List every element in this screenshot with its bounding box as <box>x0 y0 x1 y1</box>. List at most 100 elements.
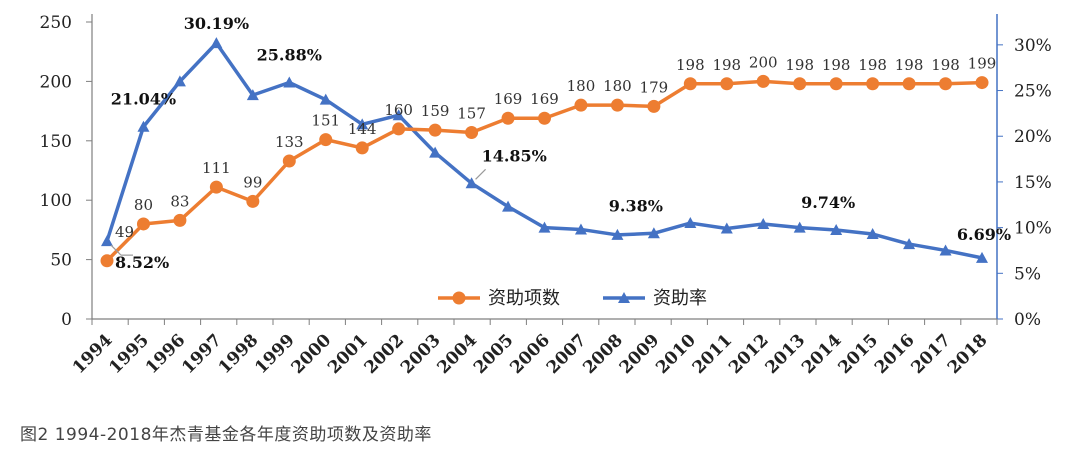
count-data-label: 198 <box>895 56 924 74</box>
x-tick-label: 2011 <box>689 330 737 378</box>
count-data-label: 198 <box>676 56 705 74</box>
x-tick-label: 1996 <box>142 330 190 378</box>
rate-point <box>210 37 223 49</box>
count-data-label: 180 <box>567 77 596 95</box>
x-tick-label: 2017 <box>907 330 955 378</box>
count-data-label: 198 <box>785 56 814 74</box>
count-point <box>975 76 989 90</box>
count-point <box>647 99 661 113</box>
x-tick-label: 2006 <box>506 330 554 378</box>
count-point <box>610 98 624 112</box>
rate-point <box>538 221 551 233</box>
rate-data-label: 21.04% <box>111 90 176 109</box>
count-data-label: 151 <box>311 112 340 130</box>
y-right-tick-label: 30% <box>1014 36 1052 56</box>
rate-point <box>793 221 806 233</box>
y-right-tick-label: 5% <box>1014 264 1041 284</box>
count-data-label: 180 <box>603 77 632 95</box>
count-point <box>100 254 114 268</box>
count-data-label: 169 <box>494 90 523 108</box>
rate-point <box>976 251 988 263</box>
count-point <box>246 194 260 208</box>
count-point <box>136 217 150 231</box>
y-left-tick-label: 100 <box>40 191 72 211</box>
count-point <box>902 77 916 91</box>
rate-data-label: 25.88% <box>257 45 322 64</box>
chart: 0501001502002500%5%10%15%20%25%30%199419… <box>40 13 1052 378</box>
rate-label-leader <box>475 168 487 180</box>
rate-data-label: 9.38% <box>609 196 663 215</box>
count-point <box>720 77 734 91</box>
legend-label-rate: 资助率 <box>653 288 707 309</box>
rate-point <box>246 89 259 101</box>
x-tick-label: 2005 <box>470 330 518 378</box>
count-data-label: 111 <box>202 159 231 177</box>
x-tick-label: 2012 <box>725 330 773 378</box>
x-tick-label: 1994 <box>69 330 117 378</box>
y-right-tick-label: 10% <box>1014 219 1052 239</box>
y-right-tick-label: 15% <box>1014 173 1052 193</box>
x-tick-label: 2004 <box>434 330 482 378</box>
count-point <box>793 77 807 91</box>
rate-point <box>319 93 332 105</box>
legend-marker-count <box>452 291 466 305</box>
count-point <box>829 77 843 91</box>
x-tick-label: 1995 <box>105 330 153 378</box>
legend-label-count: 资助项数 <box>488 288 560 309</box>
rate-point <box>611 228 624 240</box>
count-point <box>428 123 442 137</box>
x-tick-label: 2010 <box>652 330 700 378</box>
x-tick-label: 2001 <box>324 330 372 378</box>
rate-point <box>392 109 405 121</box>
rate-point <box>647 227 660 239</box>
count-data-label: 157 <box>457 104 486 122</box>
series-line-count <box>105 79 983 263</box>
series-layer <box>100 37 989 268</box>
x-tick-label: 1998 <box>215 330 263 378</box>
count-data-label: 179 <box>640 78 669 96</box>
rate-point <box>757 217 770 229</box>
rate-point <box>356 118 369 130</box>
legend: 资助项数 资助率 <box>438 288 707 309</box>
count-data-label: 133 <box>275 133 304 151</box>
count-data-label: 83 <box>170 192 189 210</box>
count-point <box>282 154 296 168</box>
y-left-tick-label: 50 <box>50 251 72 271</box>
rate-label-leader <box>110 244 122 256</box>
count-point <box>538 111 551 125</box>
count-point <box>209 180 223 194</box>
count-point <box>939 77 953 91</box>
x-tick-label: 2008 <box>579 330 627 378</box>
rate-point <box>502 200 515 212</box>
rate-point <box>465 177 478 189</box>
rate-data-label: 14.85% <box>482 146 547 165</box>
x-tick-label: 2002 <box>361 330 409 378</box>
rate-point <box>574 223 587 235</box>
y-left-tick-label: 250 <box>40 13 72 33</box>
legend-marker-rate <box>618 292 630 303</box>
count-data-label: 144 <box>348 120 377 138</box>
x-tick-label: 2015 <box>835 330 883 378</box>
y-right-tick-label: 25% <box>1014 82 1052 102</box>
count-data-label: 198 <box>712 56 741 74</box>
count-point <box>866 77 880 91</box>
x-tick-label: 2007 <box>543 330 591 378</box>
rate-point <box>866 228 879 240</box>
x-tick-label: 2009 <box>616 330 664 378</box>
count-point <box>465 125 479 139</box>
count-data-label: 80 <box>134 196 153 214</box>
count-point <box>756 74 770 88</box>
count-data-label: 49 <box>115 223 134 241</box>
y-left-tick-label: 150 <box>40 132 72 152</box>
x-tick-label: 1997 <box>178 330 226 378</box>
rate-point <box>939 244 952 256</box>
y-left-tick-label: 0 <box>61 310 72 330</box>
rate-point <box>720 222 733 234</box>
rate-point <box>903 238 916 250</box>
x-tick-label: 2014 <box>798 330 846 378</box>
figure-caption: 图2 1994-2018年杰青基金各年度资助项数及资助率 <box>20 425 432 445</box>
y-right-tick-label: 0% <box>1014 310 1041 330</box>
count-point <box>173 213 187 227</box>
rate-point <box>429 146 442 158</box>
